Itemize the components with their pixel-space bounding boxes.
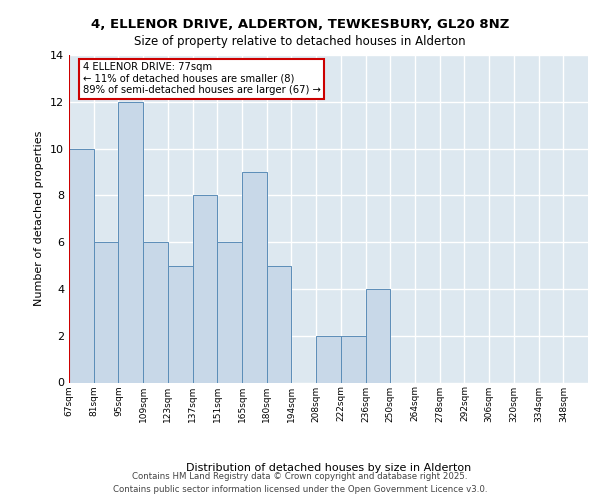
Text: Size of property relative to detached houses in Alderton: Size of property relative to detached ho… bbox=[134, 35, 466, 48]
Bar bbox=[316, 336, 341, 382]
X-axis label: Distribution of detached houses by size in Alderton: Distribution of detached houses by size … bbox=[186, 464, 471, 473]
Bar bbox=[341, 336, 365, 382]
Bar bbox=[267, 266, 292, 382]
Text: Contains HM Land Registry data © Crown copyright and database right 2025.
Contai: Contains HM Land Registry data © Crown c… bbox=[113, 472, 487, 494]
Bar bbox=[242, 172, 267, 382]
Bar bbox=[69, 148, 94, 382]
Bar bbox=[193, 196, 217, 382]
Y-axis label: Number of detached properties: Number of detached properties bbox=[34, 131, 44, 306]
Text: 4 ELLENOR DRIVE: 77sqm
← 11% of detached houses are smaller (8)
89% of semi-deta: 4 ELLENOR DRIVE: 77sqm ← 11% of detached… bbox=[83, 62, 320, 95]
Text: 4, ELLENOR DRIVE, ALDERTON, TEWKESBURY, GL20 8NZ: 4, ELLENOR DRIVE, ALDERTON, TEWKESBURY, … bbox=[91, 18, 509, 30]
Bar bbox=[365, 289, 390, 382]
Bar bbox=[118, 102, 143, 382]
Bar bbox=[143, 242, 168, 382]
Bar bbox=[168, 266, 193, 382]
Bar bbox=[94, 242, 118, 382]
Bar bbox=[217, 242, 242, 382]
